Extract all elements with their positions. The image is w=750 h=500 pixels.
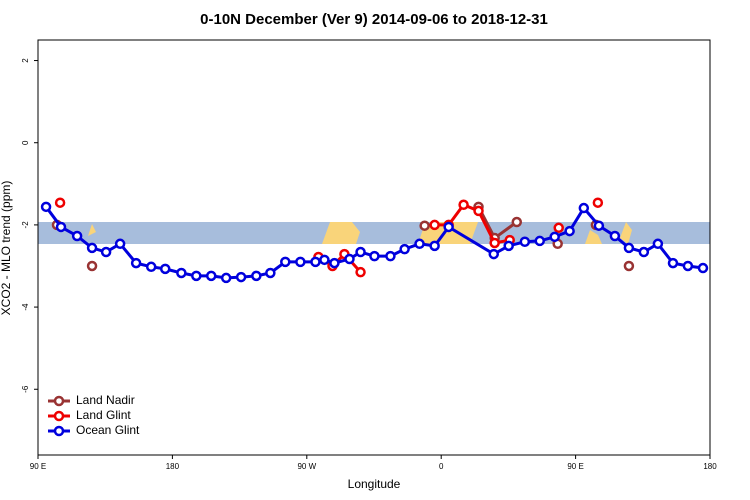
data-point [578, 202, 590, 214]
x-tick-label: 180 [703, 462, 717, 471]
data-point [86, 260, 98, 272]
data-point [667, 257, 679, 269]
data-point [549, 231, 560, 243]
data-point [329, 257, 340, 269]
data-point [593, 220, 605, 231]
legend-label: Land Glint [76, 408, 131, 422]
data-point [355, 246, 366, 258]
data-point [503, 240, 514, 252]
data-point [280, 256, 291, 268]
data-point [369, 250, 380, 262]
data-point [534, 235, 546, 247]
data-point [682, 260, 694, 272]
y-tick-label: -4 [21, 303, 30, 311]
x-axis-label: Longitude [348, 477, 401, 491]
data-point [191, 270, 202, 282]
data-point [220, 272, 232, 284]
chart-title: 0-10N December (Ver 9) 2014-09-06 to 201… [200, 11, 548, 28]
data-point [235, 271, 247, 283]
data-point [319, 254, 330, 266]
data-point [623, 260, 635, 272]
data-point [344, 253, 355, 265]
data-point [159, 263, 171, 275]
legend-marker [53, 395, 65, 407]
data-point [385, 250, 396, 262]
data-point [114, 238, 126, 250]
legend-label: Land Nadir [76, 393, 135, 407]
data-point [130, 257, 142, 269]
data-point [40, 201, 52, 213]
data-point [697, 262, 709, 274]
data-point [443, 221, 454, 233]
data-point [592, 197, 604, 208]
data-point [564, 225, 575, 237]
data-point [310, 256, 321, 268]
data-point [55, 221, 67, 233]
legend-item: Land Nadir [48, 393, 135, 407]
y-axis-label: XCO2 - MLO trend (ppm) [0, 181, 13, 316]
x-tick-label: 180 [166, 462, 180, 471]
land [88, 224, 96, 236]
legend-item: Land Glint [48, 408, 131, 422]
data-point [553, 222, 564, 234]
data-point [609, 230, 621, 242]
data-point [145, 261, 157, 273]
data-point [488, 248, 500, 260]
data-point [429, 240, 440, 252]
data-point [86, 242, 98, 254]
y-tick-label: -2 [21, 221, 30, 229]
legend-item: Ocean Glint [48, 423, 140, 437]
land [322, 222, 360, 244]
legend-marker [53, 410, 65, 422]
data-point [638, 246, 650, 258]
legend-label: Ocean Glint [76, 423, 140, 437]
data-point [251, 270, 262, 282]
data-point [511, 216, 523, 228]
data-point [414, 238, 425, 250]
plot-frame [37, 39, 711, 456]
land [620, 222, 632, 244]
data-point [205, 270, 217, 282]
data-point [295, 256, 306, 268]
x-tick-label: 0 [439, 462, 444, 471]
y-tick-label: -6 [21, 385, 30, 393]
data-point [419, 220, 430, 231]
data-point [429, 219, 440, 231]
data-point [54, 197, 66, 208]
data-point [623, 242, 635, 254]
data-point [355, 266, 366, 278]
data-point [473, 205, 484, 217]
x-tick-label: 90 W [297, 462, 316, 471]
data-point [399, 243, 410, 255]
x-tick-label: 90 E [30, 462, 46, 471]
data-point [519, 236, 531, 247]
data-point [100, 246, 112, 258]
data-point [489, 237, 500, 249]
x-tick-label: 90 E [567, 462, 583, 471]
land [585, 230, 602, 244]
legend-marker [53, 425, 65, 437]
data-point [265, 267, 276, 279]
y-tick-label: 0 [21, 140, 30, 145]
data-point [458, 199, 469, 211]
data-point [176, 267, 187, 279]
data-point [71, 230, 83, 242]
data-point [652, 238, 664, 250]
y-tick-label: 2 [21, 58, 30, 63]
